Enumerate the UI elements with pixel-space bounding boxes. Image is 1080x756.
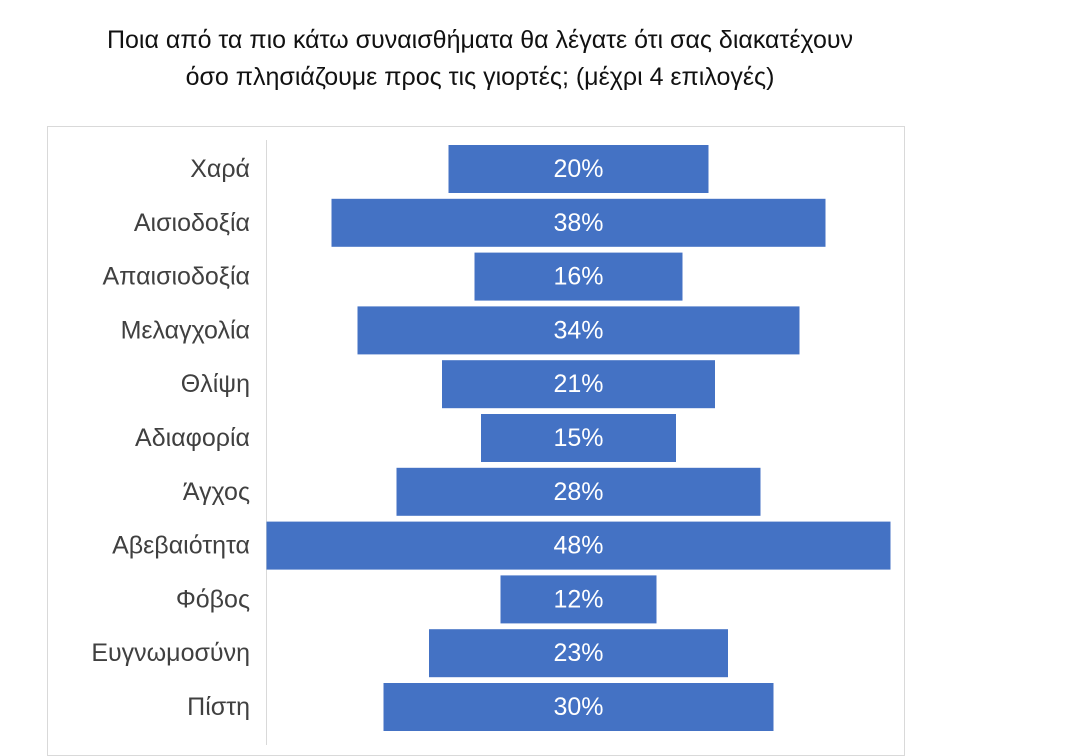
chart-title: Ποια από τα πιο κάτω συναισθήματα θα λέγ… bbox=[0, 22, 960, 96]
category-label: Αδιαφορία bbox=[135, 424, 250, 452]
category-label: Χαρά bbox=[190, 155, 250, 183]
data-label: 21% bbox=[553, 370, 603, 398]
data-label: 15% bbox=[553, 424, 603, 452]
bar bbox=[357, 306, 800, 355]
data-label: 20% bbox=[553, 155, 603, 183]
bar bbox=[448, 145, 709, 193]
data-label: 16% bbox=[553, 263, 603, 291]
bar bbox=[396, 467, 761, 516]
category-label: Αβεβαιότητα bbox=[112, 532, 250, 560]
chart-title-line-2: όσο πλησιάζουμε προς τις γιορτές; (μέχρι… bbox=[185, 63, 775, 91]
category-label: Ευγνωμοσύνη bbox=[91, 639, 250, 667]
bar bbox=[474, 252, 683, 301]
category-label: Απαισιοδοξία bbox=[103, 263, 251, 291]
category-label: Αισιοδοξία bbox=[134, 209, 250, 237]
data-label: 12% bbox=[553, 585, 603, 613]
category-label: Φόβος bbox=[176, 585, 250, 613]
bar bbox=[500, 575, 657, 624]
bar bbox=[383, 683, 774, 731]
category-label: Μελαγχολία bbox=[121, 316, 250, 344]
category-label: Άγχος bbox=[183, 478, 250, 506]
bar bbox=[331, 198, 826, 247]
data-label: 23% bbox=[553, 639, 603, 667]
category-label: Πίστη bbox=[187, 693, 250, 721]
data-label: 30% bbox=[553, 693, 603, 721]
data-label: 48% bbox=[553, 532, 603, 560]
bar bbox=[442, 360, 715, 409]
bar bbox=[266, 521, 891, 570]
category-label: Θλίψη bbox=[181, 370, 250, 398]
data-label: 38% bbox=[553, 209, 603, 237]
data-label: 34% bbox=[553, 316, 603, 344]
bar bbox=[481, 414, 676, 462]
bar bbox=[429, 629, 728, 678]
chart-title-line-1: Ποια από τα πιο κάτω συναισθήματα θα λέγ… bbox=[106, 26, 854, 54]
data-label: 28% bbox=[553, 478, 603, 506]
